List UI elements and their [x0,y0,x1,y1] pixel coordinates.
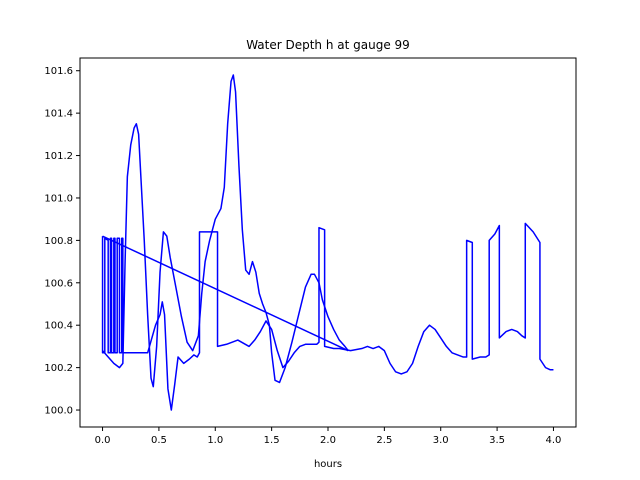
y-tick-label: 101.6 [44,66,73,77]
x-tick-label: 1.5 [264,435,280,446]
series-line-1 [101,222,554,411]
x-tick-label: 0.0 [95,435,111,446]
x-axis-label: hours [314,459,342,470]
x-tick-label: 2.5 [376,435,392,446]
y-tick-label: 100.6 [44,278,73,289]
y-tick-label: 101.2 [44,151,73,162]
y-tick-label: 101.0 [44,193,73,204]
x-tick-label: 0.5 [151,435,167,446]
x-tick-label: 1.0 [207,435,223,446]
y-axis: 100.0 100.2 100.4 100.6 100.8 101.0 101.2 101.4… [44,66,80,417]
series-line-2 [101,74,349,388]
x-tick-label: 3.5 [489,435,505,446]
chart-title: Water Depth h at gauge 99 [246,38,410,52]
y-tick-label: 100.2 [44,363,73,374]
y-tick-label: 100.8 [44,236,73,247]
x-tick-label: 4.0 [546,435,562,446]
y-tick-label: 100.0 [44,406,73,417]
series-layer [101,74,554,411]
y-tick-label: 101.4 [44,109,73,120]
x-axis: 0.0 0.5 1.0 1.5 2.0 2.5 3.0 3.5 4.0 [95,427,562,446]
x-tick-label: 2.0 [320,435,336,446]
x-tick-label: 3.0 [433,435,449,446]
y-tick-label: 100.4 [44,321,73,332]
series-line-3 [102,235,349,352]
